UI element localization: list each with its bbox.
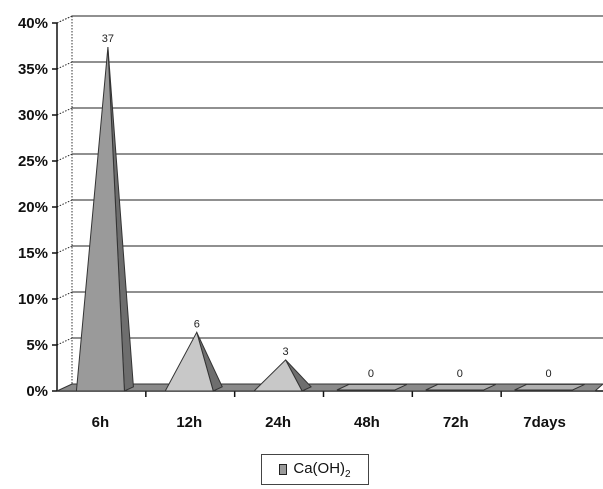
legend-swatch: [279, 464, 288, 475]
y-tick-labels: 0% 5% 10% 15% 20% 25% 30% 35% 40%: [18, 15, 48, 400]
legend: Ca(OH)2: [261, 454, 369, 485]
axis-layer: [52, 15, 603, 397]
bar: [336, 383, 408, 391]
x-tick-label: 24h: [265, 414, 291, 431]
gridline-depth: [56, 61, 73, 70]
data-label: 3: [283, 346, 289, 358]
x-tick-label: 12h: [176, 414, 202, 431]
data-label: 0: [457, 368, 463, 380]
y-tick-label: 30%: [18, 107, 48, 124]
top-depth-edge: [56, 15, 73, 24]
gridline-depth: [56, 199, 73, 208]
data-label: 6: [194, 318, 200, 330]
x-tick-label: 6h: [92, 414, 110, 431]
gridline-depth: [56, 245, 73, 254]
bar: [75, 47, 125, 392]
legend-series-name: Ca(OH): [293, 459, 346, 477]
legend-series-subscript: 2: [345, 468, 351, 480]
x-tick-label: 48h: [354, 414, 380, 431]
data-labels: 37 6 3 0 0 0: [102, 33, 552, 380]
gridline-depth: [56, 15, 73, 24]
x-tick-label: 72h: [443, 414, 469, 431]
y-tick-label: 25%: [18, 153, 48, 170]
data-label: 0: [546, 368, 552, 380]
bar: [252, 359, 303, 392]
bar: [164, 330, 214, 392]
data-label: 0: [368, 368, 374, 380]
gridline-depth: [56, 153, 73, 162]
y-tick-label: 20%: [18, 199, 48, 216]
y-tick-label: 15%: [18, 245, 48, 262]
bars: [75, 47, 585, 392]
y-tick-label: 0%: [26, 383, 48, 400]
y-tick-label: 5%: [26, 337, 48, 354]
legend-entry-label: Ca(OH)2: [293, 460, 350, 480]
y-tick-label: 35%: [18, 61, 48, 78]
bar: [514, 383, 585, 391]
data-label: 37: [102, 33, 114, 45]
y-tick-label: 10%: [18, 291, 48, 308]
gridline-depth: [56, 107, 73, 116]
gridline-depth: [56, 337, 73, 346]
grid-layer: [56, 15, 603, 346]
x-tick-labels: 6h 12h 24h 48h 72h 7days: [92, 414, 566, 431]
x-tick-label: 7days: [523, 414, 566, 431]
y-tick-label: 40%: [18, 15, 48, 32]
bar: [425, 383, 496, 391]
gridline-depth: [56, 291, 73, 300]
